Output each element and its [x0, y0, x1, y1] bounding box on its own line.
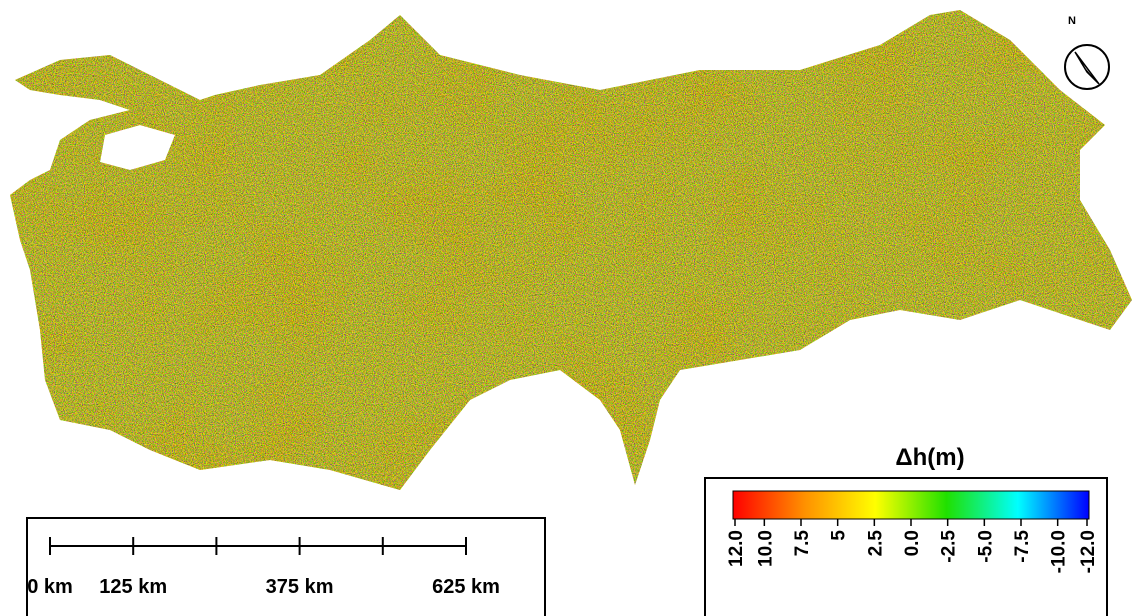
scale-label: 0 km: [27, 576, 73, 598]
page: N 0 km 125 km 375 km 625 km Δh(m) 12.0 10.0 7…: [0, 0, 1137, 616]
land: [0, 0, 1137, 500]
legend-tick-label: 2.5: [865, 530, 886, 557]
scale-box: [27, 518, 545, 616]
colorbar: [733, 491, 1089, 519]
legend-tick-label: -5.0: [975, 530, 996, 563]
legend-tick-label: 10.0: [755, 530, 776, 567]
legend-tick-label: 0.0: [902, 530, 923, 556]
map: N 0 km 125 km 375 km 625 km Δh(m) 12.0 10.0 7…: [0, 0, 1137, 616]
north-arrow: N: [1065, 15, 1109, 89]
scale-label: 125 km: [99, 576, 167, 598]
legend-tick-label: 7.5: [792, 530, 813, 557]
scale-label: 375 km: [266, 576, 334, 598]
legend-tick-label: -12.0: [1078, 530, 1099, 573]
land-speckle: [0, 0, 1137, 500]
legend-tick-label: -2.5: [939, 530, 960, 563]
north-label: N: [1068, 15, 1076, 27]
legend-title: Δh(m): [895, 444, 964, 471]
legend-tick-label: -10.0: [1049, 530, 1070, 573]
legend-tick-label: 5: [829, 530, 850, 541]
scale-label: 625 km: [432, 576, 500, 598]
legend-tick-label: -7.5: [1012, 530, 1033, 563]
legend-tick-label: 12.0: [726, 530, 747, 567]
